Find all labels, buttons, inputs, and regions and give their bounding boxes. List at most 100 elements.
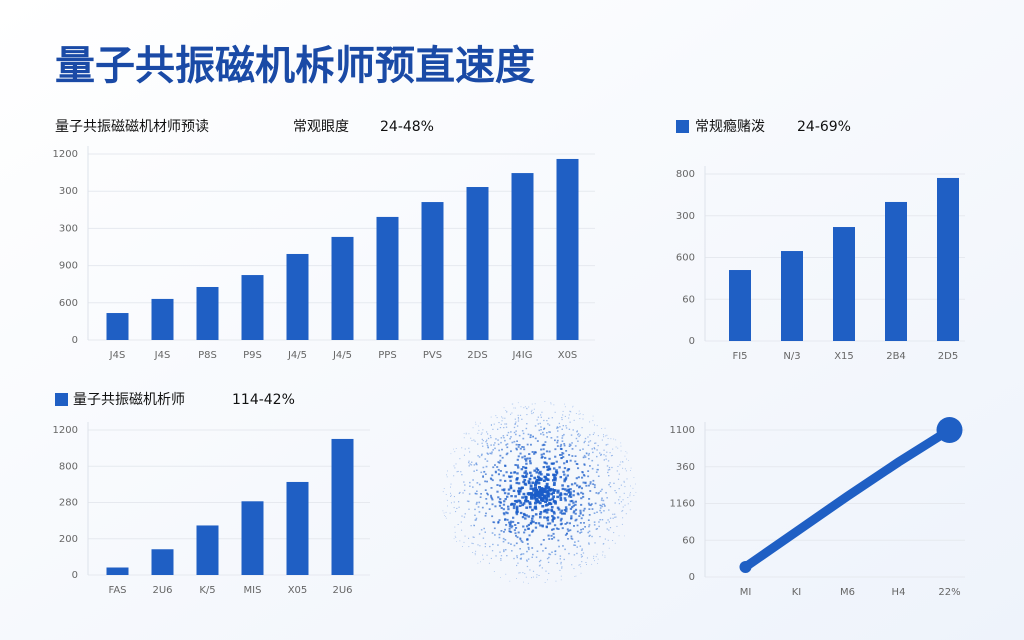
particle [541, 411, 543, 413]
particle [567, 538, 569, 540]
particle [603, 434, 604, 436]
particle [501, 456, 504, 459]
particle [609, 517, 612, 519]
particle [600, 499, 603, 501]
bar [421, 202, 444, 340]
bar [331, 236, 354, 340]
bar [376, 216, 399, 340]
particle [516, 425, 519, 427]
particle [549, 553, 552, 556]
particle [594, 502, 597, 505]
particle [551, 520, 554, 523]
particle [578, 435, 580, 438]
particle [533, 452, 536, 455]
particle [542, 550, 544, 552]
particle [514, 524, 517, 526]
particle [514, 423, 516, 425]
particle [507, 488, 511, 491]
particle [568, 552, 570, 555]
particle [497, 522, 500, 524]
particle [573, 544, 575, 546]
particle [578, 564, 580, 566]
particle [556, 516, 560, 519]
particle [501, 488, 504, 491]
particle [579, 522, 582, 524]
particle [554, 477, 557, 480]
particle [604, 557, 606, 558]
particle [561, 428, 563, 430]
particle [605, 492, 607, 494]
particle [502, 435, 505, 437]
particle [583, 441, 585, 444]
particle [609, 452, 611, 454]
particle [481, 438, 483, 440]
particle [528, 406, 530, 408]
particle [515, 513, 519, 516]
particle [537, 416, 539, 418]
particle [589, 440, 592, 442]
particle [476, 493, 478, 495]
particle [458, 506, 460, 508]
particle [625, 470, 627, 472]
particle [520, 468, 524, 471]
particle [494, 471, 497, 474]
particle [570, 515, 573, 518]
particle [491, 550, 494, 552]
particle [505, 423, 508, 425]
particle [560, 454, 563, 456]
particle [552, 489, 556, 492]
particle [564, 523, 567, 525]
particle [548, 522, 552, 525]
particle [502, 474, 505, 477]
particle [545, 570, 547, 572]
particle [465, 432, 467, 434]
particle [468, 546, 470, 548]
particle [492, 466, 495, 469]
particle [548, 457, 551, 460]
particle [551, 515, 554, 518]
particle [464, 513, 466, 515]
particle [577, 440, 579, 442]
particle [503, 407, 505, 409]
particle [515, 448, 518, 451]
particle [582, 528, 584, 530]
particle [534, 522, 538, 525]
particle [588, 441, 590, 443]
particle [591, 459, 594, 462]
particle [605, 522, 608, 524]
particle [477, 432, 479, 434]
particle [521, 418, 523, 420]
particle [582, 474, 585, 476]
particle [570, 537, 573, 540]
particle [554, 411, 556, 413]
particle [554, 455, 557, 458]
particle [545, 517, 549, 520]
particle [565, 425, 567, 427]
particle [560, 509, 563, 512]
x-tick-label: PVS [423, 350, 442, 361]
particle [525, 427, 528, 430]
particle [494, 534, 496, 536]
particle [622, 510, 624, 512]
particle [579, 532, 581, 534]
particle [597, 558, 599, 560]
particle [572, 494, 575, 497]
particle [615, 446, 617, 448]
particle [559, 476, 562, 479]
particle [582, 456, 585, 459]
particle [617, 465, 619, 467]
particle [520, 540, 523, 542]
particle [490, 416, 492, 418]
particle [626, 458, 627, 460]
particle [489, 545, 491, 548]
particle [494, 447, 496, 450]
particle [565, 508, 568, 511]
particle [539, 478, 543, 481]
particle [445, 516, 446, 517]
particle [442, 510, 444, 512]
particle [454, 535, 456, 537]
particle [506, 443, 509, 445]
particle [561, 484, 564, 487]
particle [463, 541, 465, 543]
particle [541, 524, 544, 527]
